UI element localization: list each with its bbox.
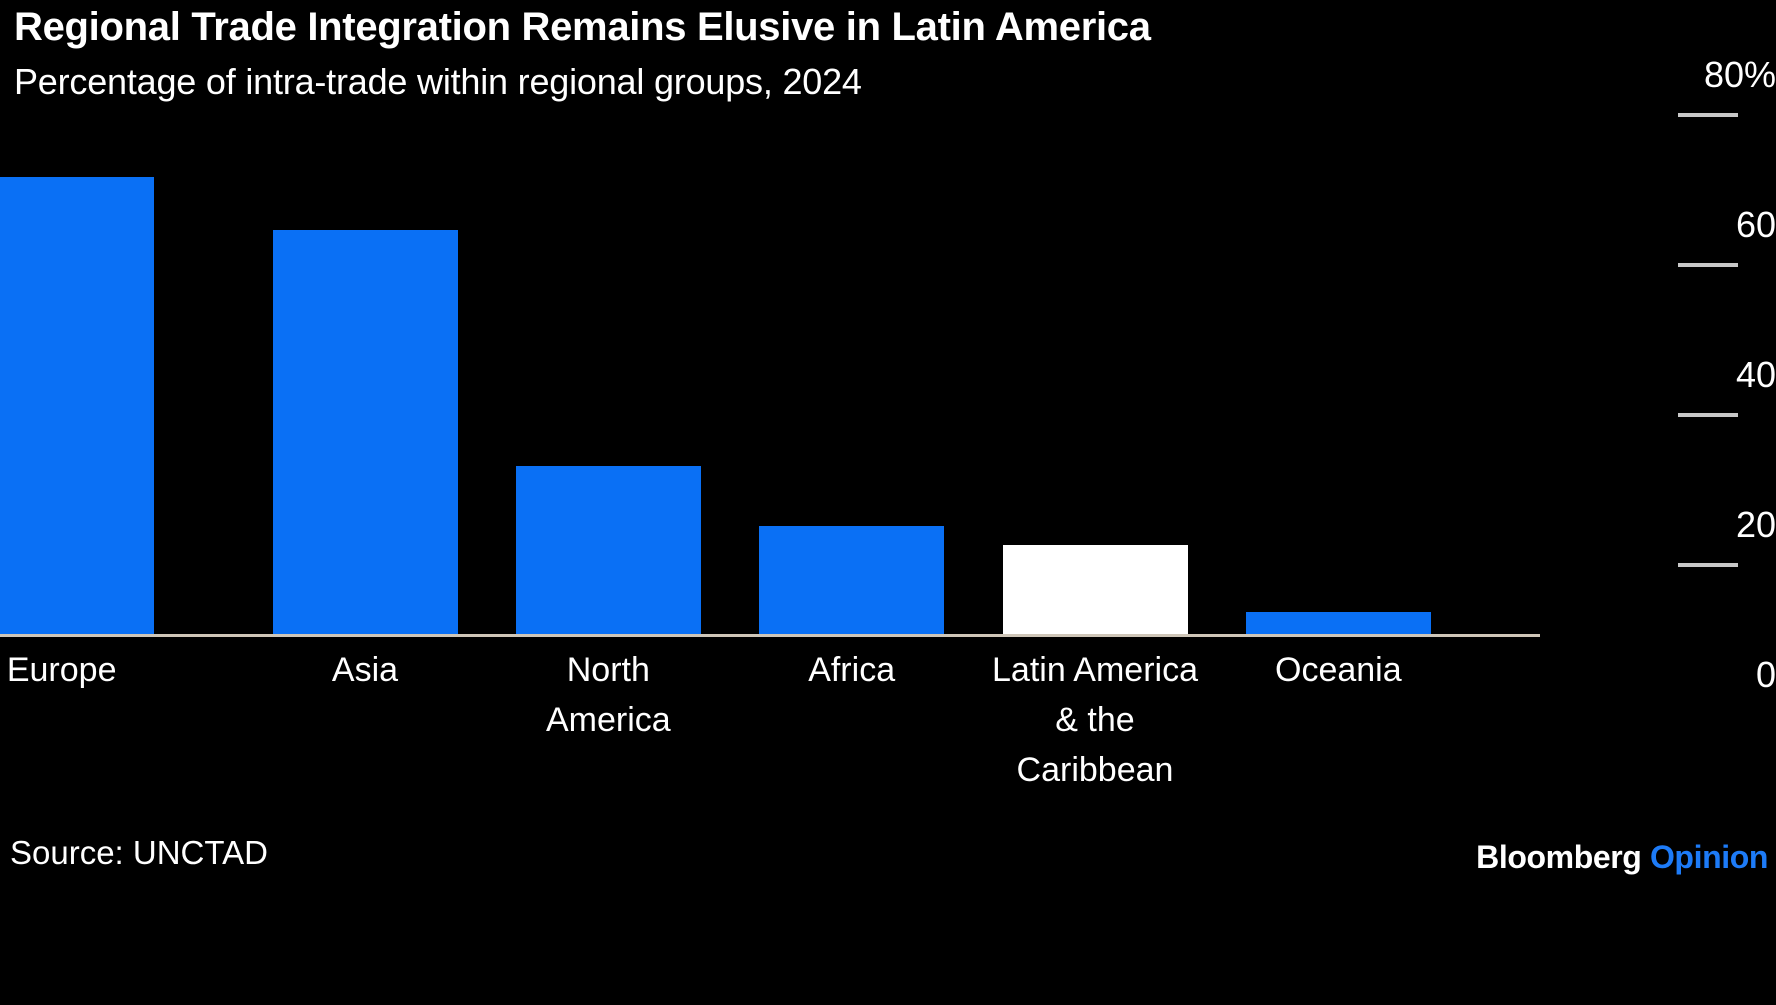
x-axis-label: North America [458, 645, 758, 745]
x-axis-label-line: Caribbean [1016, 751, 1174, 789]
bar-rect [1245, 612, 1431, 635]
y-tick-label: 20 [1735, 504, 1776, 545]
bar-rect [759, 526, 945, 635]
brand-bloomberg: Bloomberg [1476, 839, 1642, 875]
y-tick-dash [1678, 563, 1738, 567]
bar-oceania[interactable] [1245, 140, 1431, 635]
chart-header: Regional Trade Integration Remains Elusi… [14, 2, 1754, 105]
x-axis-label: Latin America & the Caribbean [945, 645, 1245, 795]
bar-asia[interactable] [272, 140, 458, 635]
source-note: Source: UNCTAD [10, 834, 268, 871]
y-tick-label: 80% [1703, 54, 1776, 95]
bloomberg-opinion-logo: Bloomberg Opinion [1476, 838, 1768, 876]
y-tick-dash [1678, 413, 1738, 417]
chart-subtitle: Percentage of intra-trade within regiona… [14, 61, 862, 102]
bar-africa[interactable] [759, 140, 945, 635]
bar-rect [515, 466, 701, 635]
bar-latin-america-the-caribbean[interactable] [1002, 140, 1188, 635]
x-axis-label-line: & the [1055, 701, 1135, 739]
y-tick-label: 0 [1755, 654, 1776, 695]
y-tick-label: 60 [1735, 204, 1776, 245]
x-axis-labels: Europe Asia North America Africa Latin Americ… [0, 645, 1460, 820]
y-tick-label: 40 [1735, 354, 1776, 395]
x-axis-label: Oceania [1188, 645, 1488, 695]
x-axis-label-line: Africa [808, 651, 896, 689]
bar-north-america[interactable] [515, 140, 701, 635]
x-axis-label-line: Asia [331, 651, 399, 689]
x-axis-label-line: Europe [6, 651, 117, 689]
x-axis-label-line: America [545, 701, 671, 739]
plot-area [0, 140, 1776, 640]
bar-series [0, 140, 1460, 635]
x-axis-label-line: North [566, 651, 650, 689]
x-axis-baseline [0, 634, 1540, 637]
bar-rect [0, 177, 155, 635]
y-tick-dash [1678, 113, 1738, 117]
bar-rect [272, 230, 458, 635]
x-axis-label: Asia [215, 645, 515, 695]
y-tick-dash [1678, 263, 1738, 267]
brand-opinion: Opinion [1649, 839, 1768, 875]
x-axis-label-line: Latin America [992, 651, 1198, 689]
y-axis: 80% 60 40 20 0 [1440, 57, 1776, 693]
bar-rect [1002, 545, 1188, 635]
bar-europe[interactable] [0, 140, 155, 635]
x-axis-label: Africa [702, 645, 1002, 695]
x-axis-label-line: Oceania [1275, 651, 1402, 689]
chart-title: Regional Trade Integration Remains Elusi… [14, 5, 1151, 49]
x-axis-label: Europe [0, 645, 212, 695]
